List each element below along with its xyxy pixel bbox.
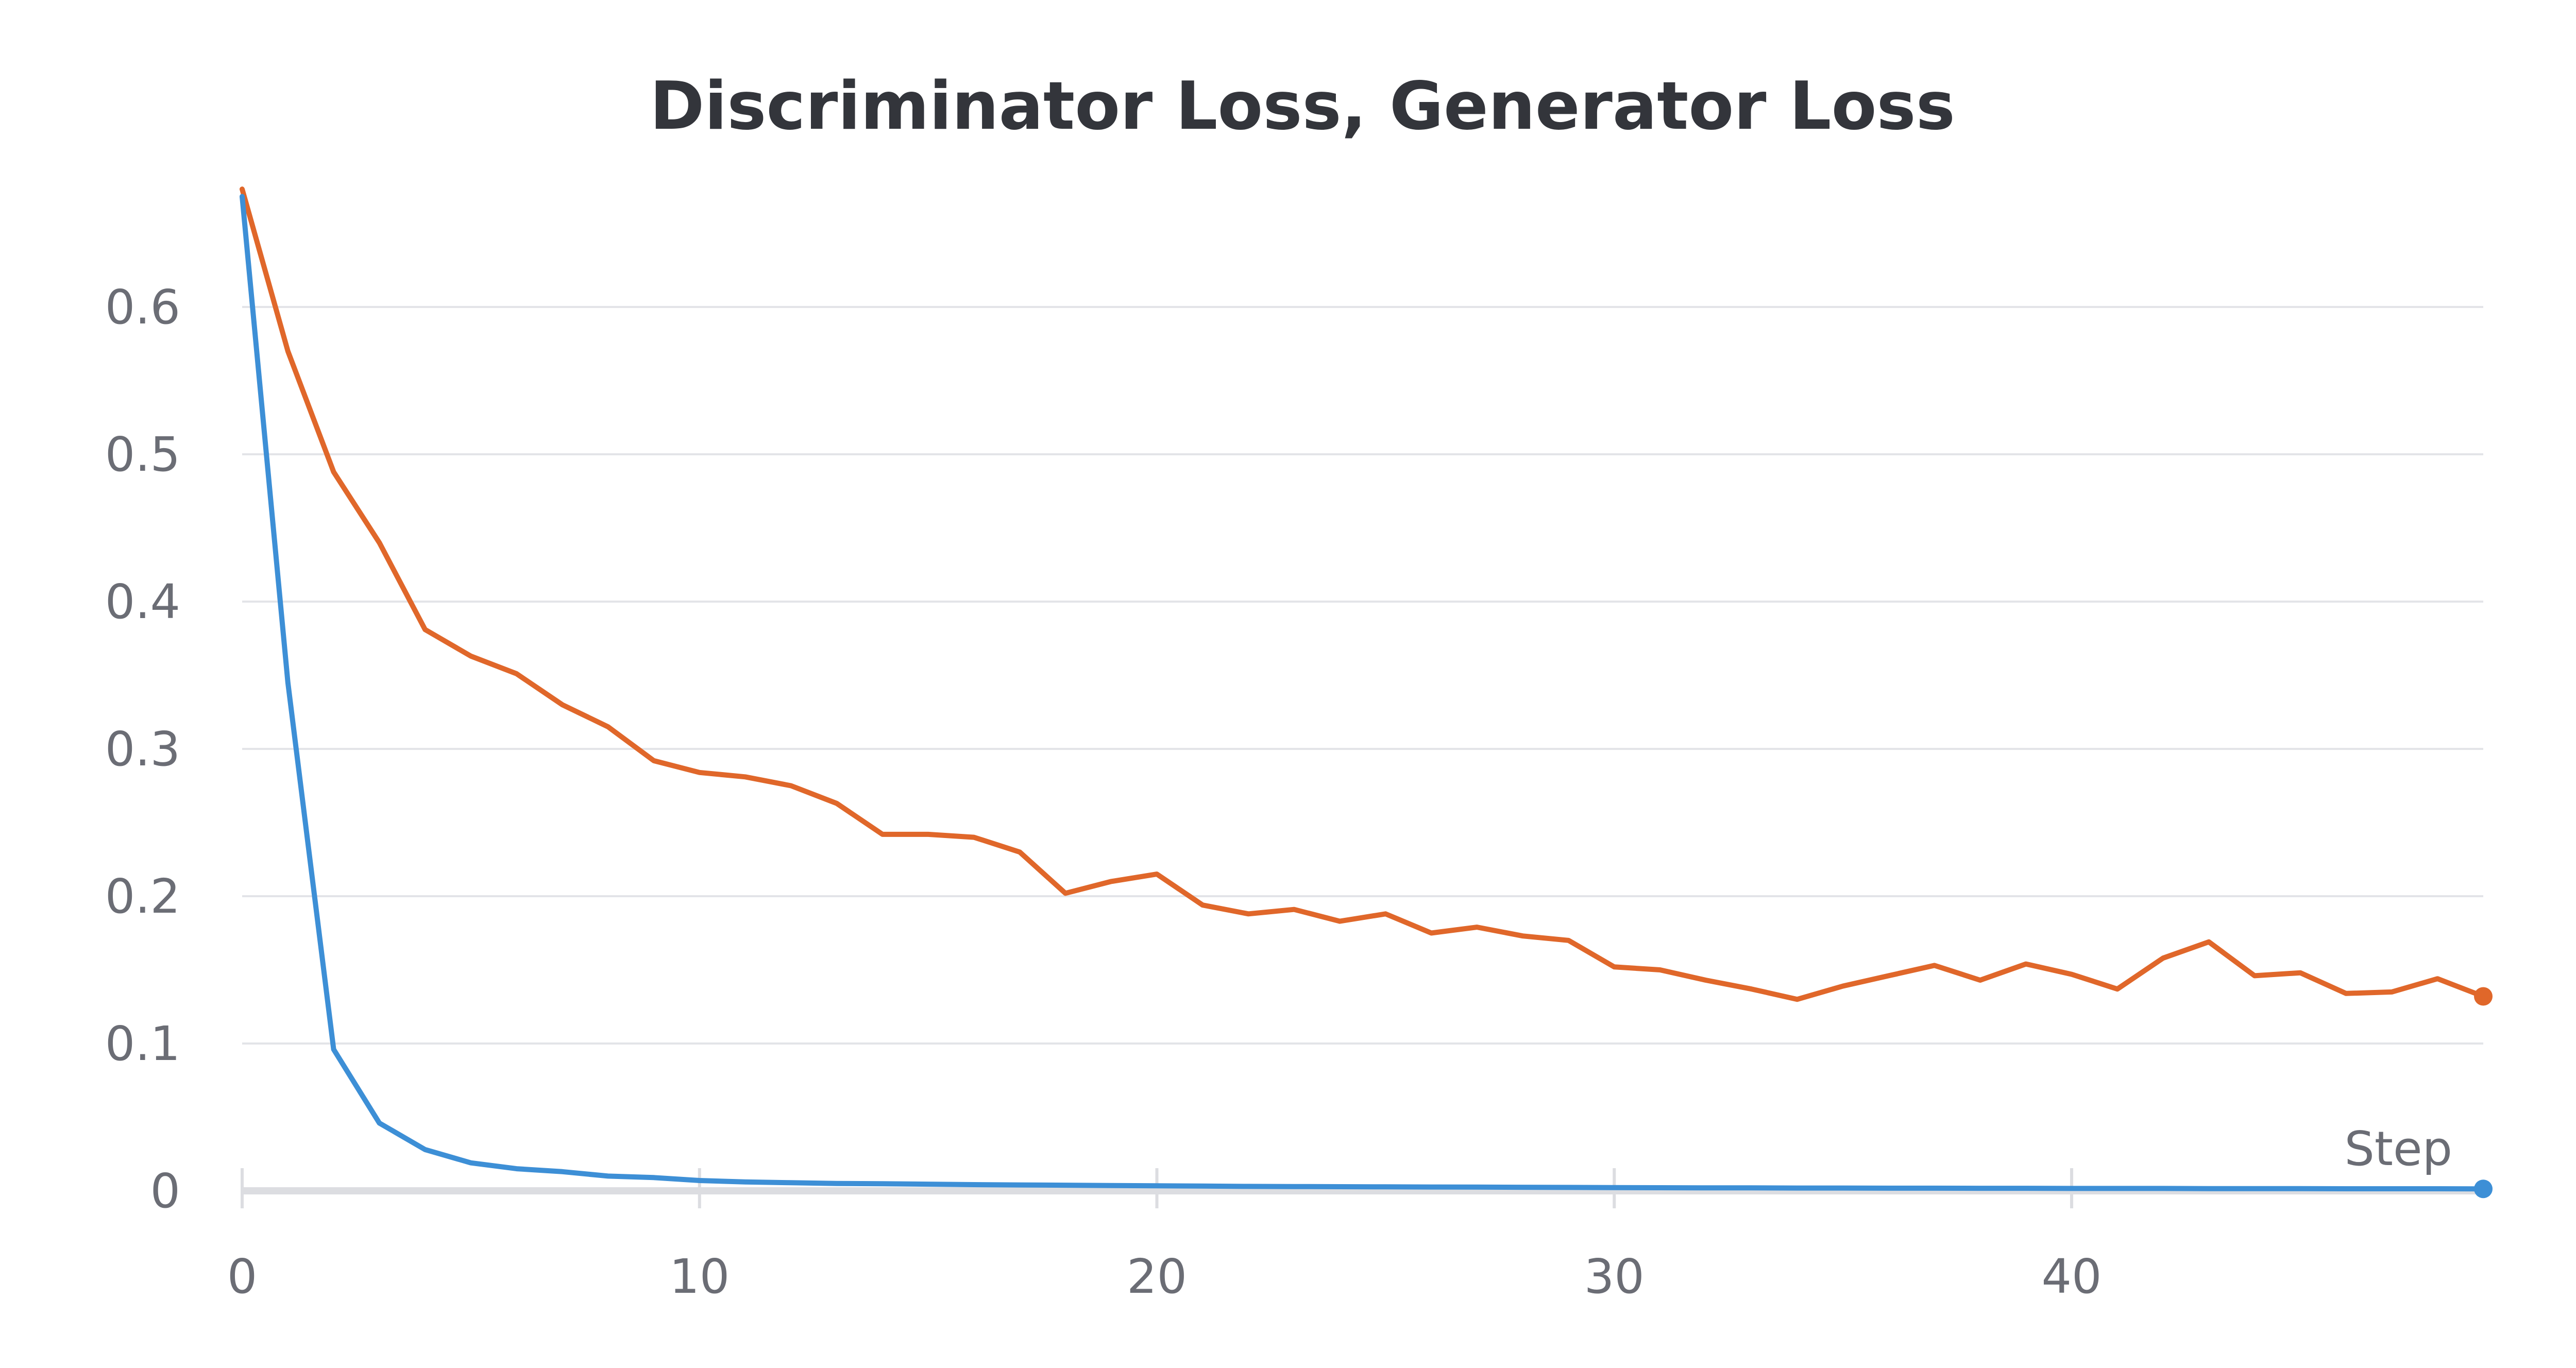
y-tick-label: 0.4: [105, 574, 180, 629]
grid-layer: [242, 306, 2483, 1045]
y-tick-label: 0.6: [105, 280, 180, 335]
series-end-marker-1: [2474, 1179, 2493, 1199]
x-tick-label: 40: [2041, 1249, 2102, 1304]
series-line-0: [240, 186, 2486, 1002]
y-tick-label: 0: [150, 1164, 180, 1219]
label-layer: Discriminator Loss, Generator Loss Step …: [105, 68, 2452, 1304]
series-line-1: [240, 194, 2486, 1192]
series-layer: [240, 186, 2493, 1199]
chart-title: Discriminator Loss, Generator Loss: [650, 68, 1955, 145]
y-tick-label: 0.1: [105, 1016, 180, 1071]
x-tick-label: 10: [669, 1249, 730, 1304]
y-tick-label: 0.2: [105, 869, 180, 924]
series-end-marker-0: [2474, 987, 2493, 1006]
y-tick-label: 0.5: [105, 427, 180, 482]
x-axis-label: Step: [2345, 1121, 2452, 1176]
x-tick-label: 30: [1584, 1249, 1645, 1304]
x-tick-label: 0: [227, 1249, 258, 1304]
y-tick-label: 0.3: [105, 722, 180, 777]
x-tick-label: 20: [1127, 1249, 1187, 1304]
